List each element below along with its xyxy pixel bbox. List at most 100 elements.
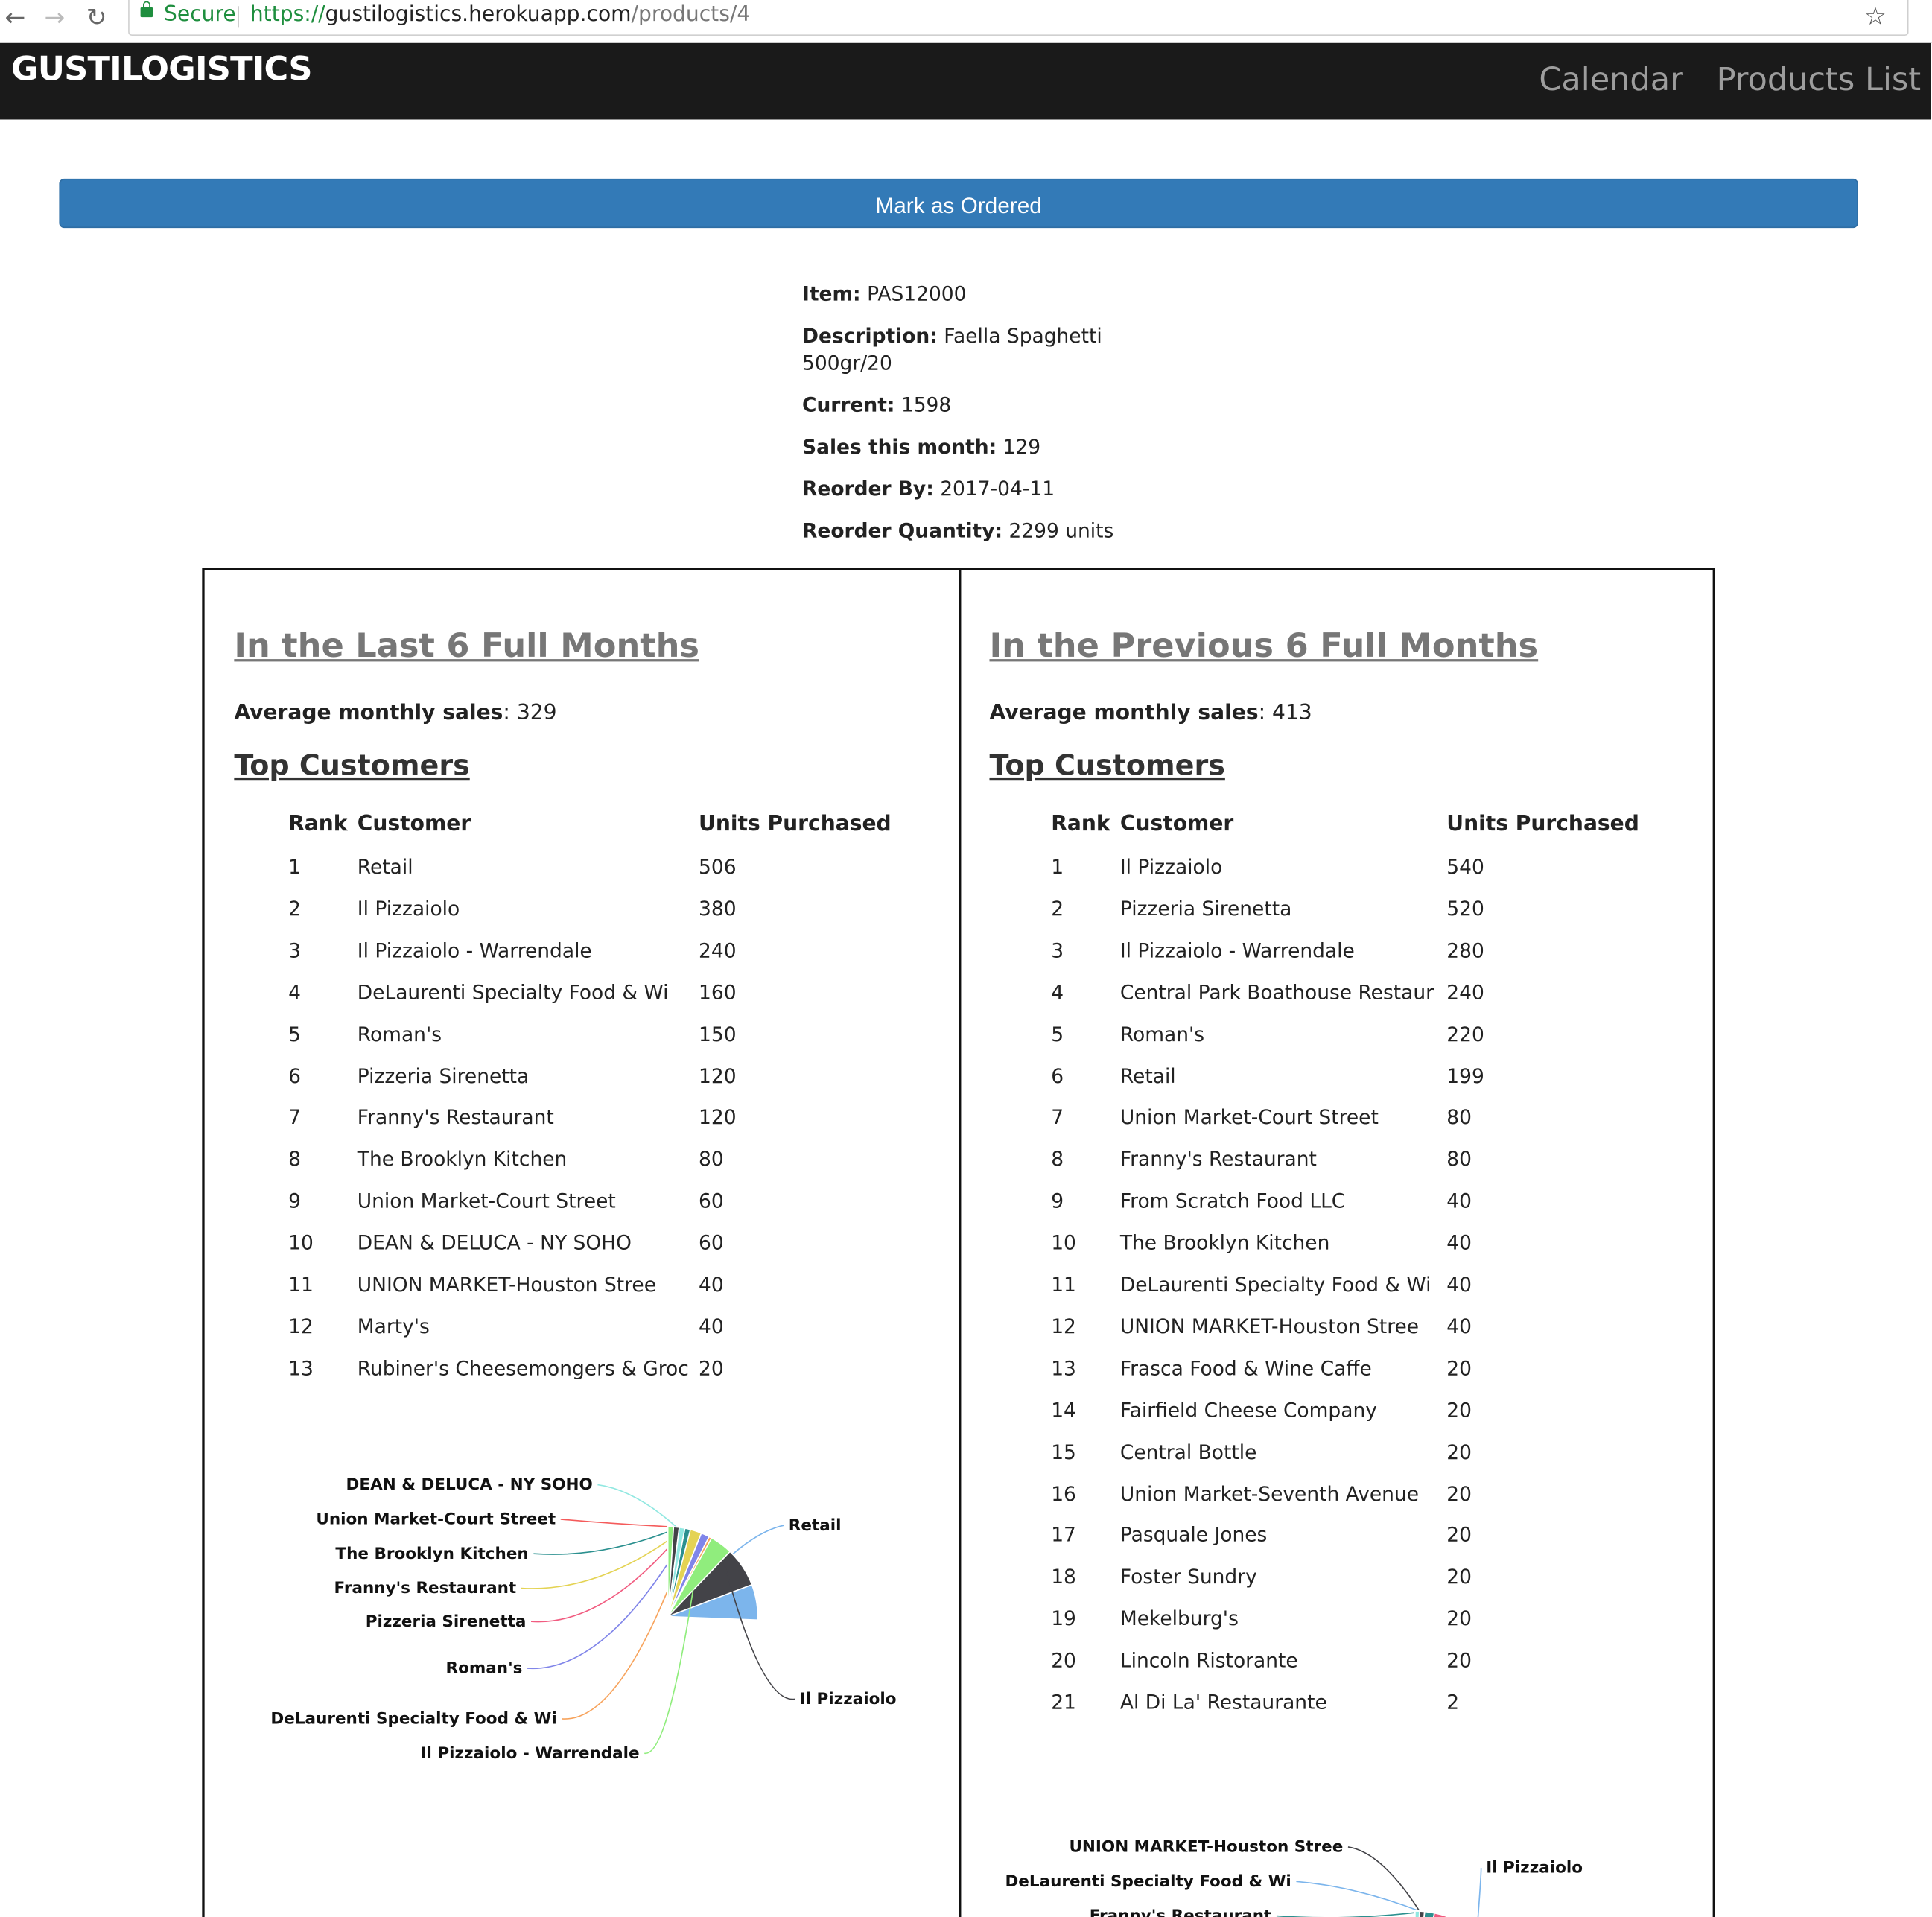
customer-cell: Retail [1119, 1064, 1176, 1088]
description-label: Description: [802, 324, 938, 348]
rank-cell: 6 [1051, 1064, 1064, 1088]
rank-cell: 12 [288, 1314, 314, 1338]
customer-cell: Pasquale Jones [1119, 1523, 1268, 1547]
pie-slice[interactable] [667, 1525, 675, 1617]
rank-cell: 17 [1051, 1523, 1076, 1547]
customer-cell: DEAN & DELUCA - NY SOHO [357, 1230, 632, 1255]
customer-cell: Pizzeria Sirenetta [1119, 897, 1292, 921]
average-label: Average monthly sales [234, 701, 503, 726]
rank-cell: 3 [288, 938, 301, 962]
customer-cell: Retail [357, 855, 413, 879]
sales-panels: In the Last 6 Full Months Average monthl… [202, 568, 1715, 1917]
nav-link-products-list[interactable]: Products List [1716, 61, 1922, 99]
customer-cell: Union Market-Seventh Avenue [1119, 1481, 1420, 1505]
units-cell: 20 [1446, 1648, 1472, 1673]
customer-header: Customer [1119, 812, 1234, 837]
url-scheme: https:// [250, 2, 325, 28]
rank-cell: 21 [1051, 1690, 1076, 1714]
reload-icon[interactable]: ↻ [86, 2, 107, 33]
rank-cell: 10 [1051, 1230, 1076, 1255]
pie-connector [732, 1525, 784, 1555]
units-cell: 40 [1446, 1314, 1472, 1338]
units-cell: 40 [1446, 1272, 1472, 1297]
pie-connector [1347, 1846, 1420, 1912]
rank-cell: 12 [1051, 1314, 1076, 1338]
browser-toolbar: ← → ↻ Secure https://gustilogistics.hero… [0, 0, 1932, 43]
pie-connector [1296, 1881, 1420, 1912]
customer-cell: Mekelburg's [1119, 1606, 1239, 1631]
panel-previous-6-months: In the Previous 6 Full Months Average mo… [961, 570, 1715, 1917]
customer-cell: Il Pizzaiolo - Warrendale [357, 938, 592, 962]
pie-label: Il Pizzaiolo [1486, 1859, 1583, 1878]
pie-label: Franny's Restaurant [1090, 1907, 1272, 1917]
pie-label: The Brooklyn Kitchen [335, 1545, 528, 1563]
pie-connector [644, 1533, 702, 1755]
pie-connector [1276, 1910, 1425, 1917]
units-cell: 540 [1446, 855, 1484, 879]
pie-connector [527, 1528, 690, 1670]
customer-cell: DeLaurenti Specialty Food & Wi [357, 980, 669, 1004]
average-monthly-sales: Average monthly sales: 413 [989, 701, 1312, 725]
customer-cell: Union Market-Court Street [1119, 1105, 1379, 1130]
rank-cell: 3 [1051, 938, 1064, 962]
units-cell: 199 [1446, 1064, 1484, 1088]
forward-arrow-icon[interactable]: → [44, 2, 66, 33]
reorder-by-label: Reorder By: [802, 477, 934, 500]
rank-cell: 5 [288, 1022, 301, 1046]
customer-cell: Franny's Restaurant [357, 1105, 554, 1130]
reorder-quantity-label: Reorder Quantity: [802, 518, 1003, 542]
average-value: : 413 [1258, 701, 1312, 726]
pie-label: Roman's [446, 1659, 523, 1678]
pie-label: Il Pizzaiolo [800, 1690, 897, 1708]
customer-cell: Pizzeria Sirenetta [357, 1064, 530, 1088]
units-cell: 20 [1446, 1440, 1472, 1463]
customer-cell: UNION MARKET-Houston Stree [357, 1272, 657, 1297]
rank-cell: 5 [1051, 1022, 1064, 1046]
average-value: : 329 [503, 701, 557, 726]
url-host: gustilogistics.herokuapp.com [325, 2, 632, 28]
pie-label: Retail [789, 1516, 842, 1535]
lock-icon [140, 1, 153, 18]
mark-as-ordered-button[interactable]: Mark as Ordered [59, 178, 1858, 229]
units-cell: 60 [699, 1230, 724, 1255]
back-arrow-icon[interactable]: ← [4, 2, 26, 33]
item-value: PAS12000 [867, 282, 967, 306]
units-cell: 20 [1446, 1398, 1472, 1422]
current-value: 1598 [900, 392, 952, 417]
pie-label: DeLaurenti Specialty Food & Wi [1005, 1872, 1291, 1891]
pie-label: Franny's Restaurant [334, 1579, 517, 1598]
address-bar[interactable]: Secure https://gustilogistics.herokuapp.… [128, 0, 1909, 36]
panel-title: In the Last 6 Full Months [234, 627, 700, 666]
customer-cell: Rubiner's Cheesemongers & Groc [357, 1356, 689, 1380]
address-separator [238, 6, 239, 28]
rank-cell: 4 [288, 980, 301, 1004]
units-cell: 2 [1446, 1690, 1460, 1714]
average-label: Average monthly sales [989, 701, 1259, 726]
units-header: Units Purchased [1446, 812, 1639, 837]
navbar: GUSTILOGISTICS Calendar Products List [0, 42, 1931, 120]
customer-cell: Marty's [357, 1314, 430, 1338]
units-cell: 20 [1446, 1523, 1472, 1547]
pie-slice[interactable] [1414, 1910, 1416, 1917]
rank-cell: 9 [288, 1189, 301, 1213]
units-cell: 160 [699, 980, 737, 1004]
item-row: Item: PAS12000 [802, 281, 1122, 308]
pie-label: DEAN & DELUCA - NY SOHO [346, 1475, 593, 1494]
rank-cell: 13 [288, 1356, 314, 1380]
brand-logo[interactable]: GUSTILOGISTICS [10, 50, 313, 89]
url-text[interactable]: https://gustilogistics.herokuapp.com/pro… [250, 2, 750, 27]
rank-cell: 1 [1051, 855, 1064, 879]
pie-connector [521, 1527, 686, 1589]
customer-cell: Central Bottle [1119, 1440, 1257, 1463]
rank-cell: 2 [288, 897, 301, 921]
customer-cell: UNION MARKET-Houston Stree [1119, 1314, 1420, 1338]
rank-cell: 15 [1051, 1440, 1076, 1463]
units-cell: 20 [1446, 1606, 1472, 1631]
pie-label: DeLaurenti Specialty Food & Wi [270, 1710, 556, 1729]
units-cell: 20 [1446, 1356, 1472, 1380]
customer-cell: From Scratch Food LLC [1119, 1189, 1346, 1213]
nav-link-calendar[interactable]: Calendar [1539, 61, 1683, 99]
units-cell: 240 [1446, 980, 1484, 1004]
bookmark-star-icon[interactable]: ☆ [1864, 1, 1887, 31]
rank-cell: 2 [1051, 897, 1064, 921]
